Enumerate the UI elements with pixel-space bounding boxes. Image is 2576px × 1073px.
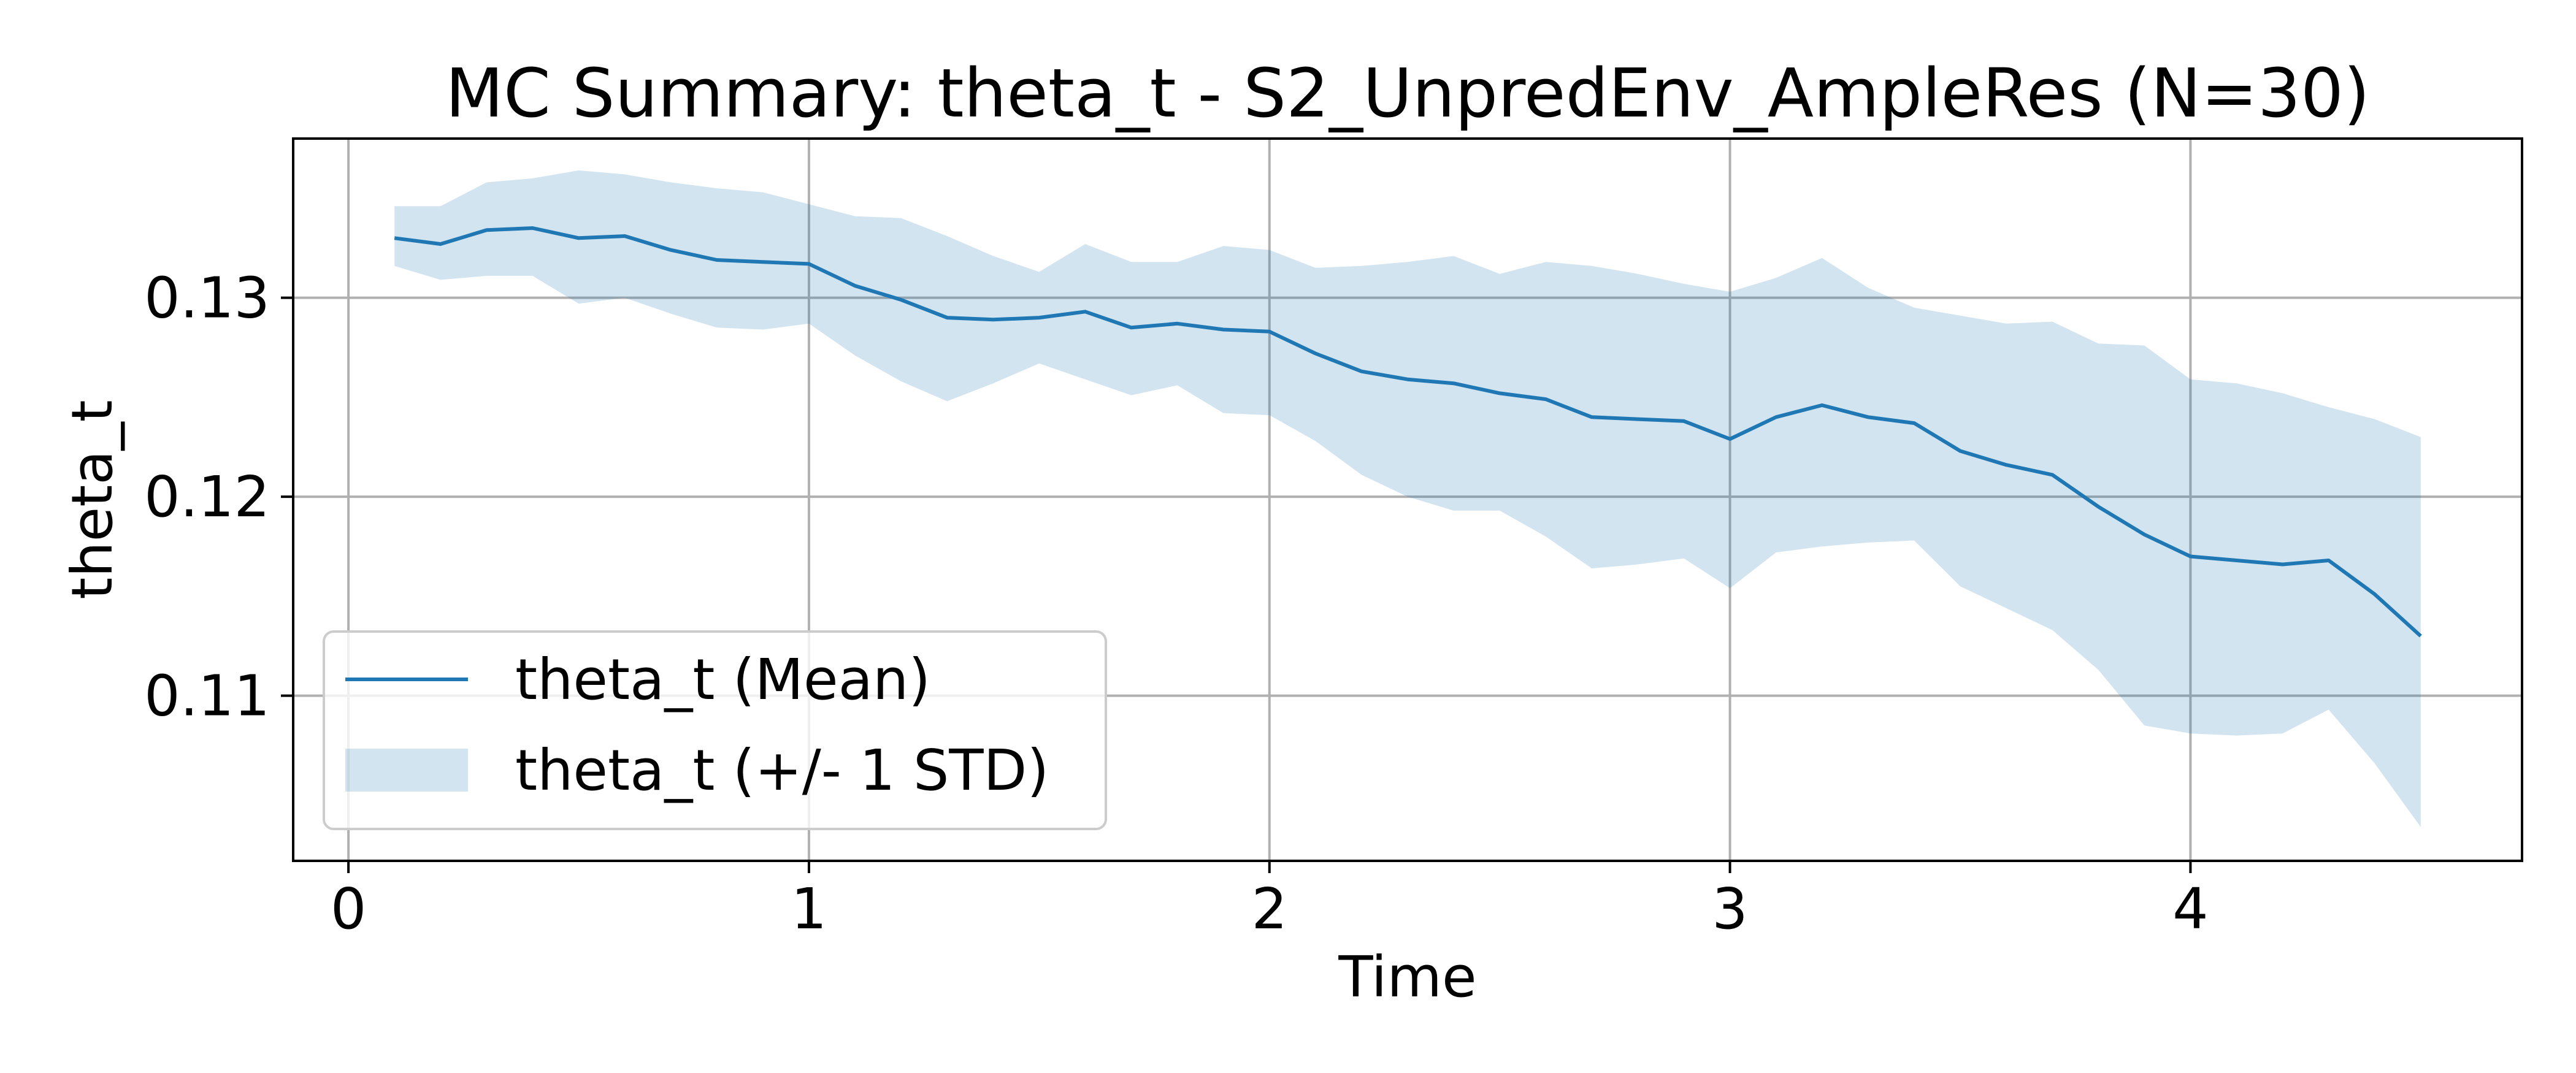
std-band-layer xyxy=(394,170,2421,827)
x-tick-label-2: 2 xyxy=(1251,876,1287,942)
std-band xyxy=(394,170,2421,827)
grid-lines xyxy=(293,139,2522,861)
y-tick-label-2: 0.13 xyxy=(144,265,270,331)
legend-box xyxy=(323,630,1107,830)
mean-line-layer xyxy=(394,226,2422,638)
legend-band-swatch xyxy=(345,749,468,792)
mean-line xyxy=(394,226,2422,638)
x-tick-label-1: 1 xyxy=(791,876,827,942)
legend-label-mean: theta_t (Mean) xyxy=(515,647,930,712)
y-tick-label-1: 0.12 xyxy=(144,464,270,530)
x-axis-label: Time xyxy=(1338,944,1476,1010)
plot-frame xyxy=(292,137,2523,862)
legend: theta_t (Mean) theta_t (+/- 1 STD) xyxy=(323,630,1107,830)
chart-title: MC Summary: theta_t - S2_UnpredEnv_Ample… xyxy=(445,54,2370,132)
x-tick-label-4: 4 xyxy=(2172,876,2209,942)
y-axis-ticks: 0.11 0.12 0.13 xyxy=(144,265,293,729)
x-tick-label-0: 0 xyxy=(331,876,367,942)
x-axis-ticks: 0 1 2 3 4 xyxy=(331,861,2209,942)
legend-label-std: theta_t (+/- 1 STD) xyxy=(515,738,1049,803)
x-tick-label-3: 3 xyxy=(1712,876,1748,942)
y-tick-label-0: 0.11 xyxy=(144,663,270,729)
y-axis-label: theta_t xyxy=(59,400,125,600)
